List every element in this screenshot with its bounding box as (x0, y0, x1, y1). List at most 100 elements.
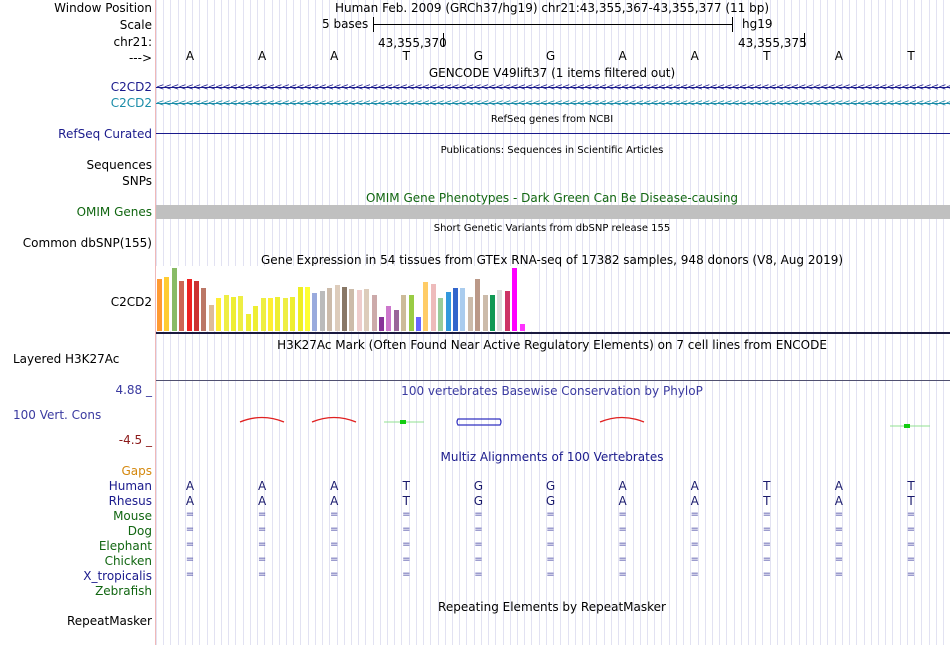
multiz-species-label[interactable]: Zebrafish (95, 584, 152, 598)
gencode-gene-1[interactable]: <<<<<<<<<<<<<<<<<<<<<<<<<<<<<<<<<<<<<<<<… (156, 84, 950, 91)
gtex-tissue-bar[interactable] (327, 288, 333, 331)
gtex-tissue-bar[interactable] (260, 298, 266, 331)
gtex-tissue-bar[interactable] (312, 293, 318, 331)
gencode-gene-label-1[interactable]: C2CD2 (110, 80, 152, 94)
omim-track-title[interactable]: OMIM Gene Phenotypes - Dark Green Can Be… (365, 191, 739, 205)
gtex-tissue-bar[interactable] (430, 284, 436, 331)
multiz-species-label[interactable]: Rhesus (108, 494, 152, 508)
dbsnp-track-title[interactable]: Short Genetic Variants from dbSNP releas… (433, 223, 671, 234)
gtex-tissue-bar[interactable] (371, 295, 377, 331)
gtex-tissue-bar[interactable] (379, 317, 384, 331)
gtex-tissue-bar[interactable] (282, 298, 288, 331)
multiz-species-label[interactable]: X_tropicalis (83, 569, 152, 583)
gtex-tissue-bar[interactable] (216, 298, 222, 331)
gtex-tissue-bar[interactable] (194, 281, 199, 331)
multiz-base: = (762, 554, 771, 565)
refseq-track-label[interactable]: RefSeq Curated (58, 127, 152, 141)
h3k27ac-track-title[interactable]: H3K27Ac Mark (Often Found Near Active Re… (277, 338, 827, 352)
gtex-tissue-bar[interactable] (342, 287, 347, 331)
multiz-base: = (402, 524, 411, 535)
gtex-tissue-bar[interactable] (460, 288, 466, 331)
chrom-label: chr21: (113, 35, 152, 49)
gtex-tissue-bar[interactable] (164, 277, 170, 331)
gridline (610, 0, 612, 645)
gtex-tissue-bar[interactable] (438, 298, 444, 331)
omim-gene-bar[interactable] (156, 205, 950, 219)
coord-label-2: 43,355,375 (738, 36, 807, 50)
refseq-gene-line[interactable] (156, 133, 950, 134)
gtex-tissue-bar[interactable] (231, 297, 236, 331)
multiz-base: = (690, 554, 699, 565)
gtex-tissue-bar[interactable] (364, 289, 370, 331)
gencode-track-title[interactable]: GENCODE V49lift37 (1 items filtered out) (428, 66, 676, 80)
gtex-tissue-bar[interactable] (334, 285, 340, 331)
gtex-tissue-bar[interactable] (201, 288, 207, 331)
gtex-expression-chart[interactable] (156, 266, 536, 331)
phylop-track-title[interactable]: 100 vertebrates Basewise Conservation by… (401, 384, 703, 398)
gtex-tissue-bar[interactable] (179, 281, 185, 331)
gtex-tissue-bar[interactable] (319, 291, 325, 331)
gtex-tissue-bar[interactable] (475, 279, 481, 331)
phylop-track-label[interactable]: 100 Vert. Cons (13, 408, 102, 422)
gridline (625, 0, 627, 645)
multiz-species-label[interactable]: Mouse (113, 509, 152, 523)
gtex-tissue-bar[interactable] (512, 268, 518, 331)
refseq-track-title[interactable]: RefSeq genes from NCBI (490, 114, 614, 125)
gtex-tissue-bar[interactable] (349, 289, 355, 331)
strand-label: ---> (128, 51, 152, 65)
snps-track-label[interactable]: SNPs (122, 174, 152, 188)
multiz-base: = (906, 539, 916, 550)
gtex-tissue-bar[interactable] (467, 297, 473, 331)
gtex-tissue-bar[interactable] (386, 306, 392, 331)
publications-track-title[interactable]: Publications: Sequences in Scientific Ar… (440, 145, 664, 156)
gtex-tissue-bar[interactable] (171, 268, 177, 331)
h3k27ac-track-label[interactable]: Layered H3K27Ac (13, 352, 120, 366)
gtex-tissue-bar[interactable] (453, 288, 458, 331)
gtex-tissue-bar[interactable] (416, 317, 421, 331)
multiz-track-title[interactable]: Multiz Alignments of 100 Vertebrates (440, 450, 664, 464)
gridline (899, 0, 901, 645)
gtex-tissue-bar[interactable] (253, 306, 259, 331)
multiz-species-label[interactable]: Chicken (104, 554, 152, 568)
omim-track-label[interactable]: OMIM Genes (76, 205, 152, 219)
gtex-tissue-bar[interactable] (157, 279, 162, 331)
gtex-tissue-bar[interactable] (393, 310, 399, 331)
base-letter: G (545, 49, 556, 63)
repeatmasker-track-title[interactable]: Repeating Elements by RepeatMasker (438, 600, 666, 614)
gtex-tissue-bar[interactable] (275, 297, 281, 331)
gtex-track-label[interactable]: C2CD2 (110, 295, 152, 309)
multiz-base: = (906, 509, 916, 520)
multiz-species-label[interactable]: Human (108, 479, 152, 493)
gridline (914, 0, 916, 645)
gtex-tissue-bar[interactable] (245, 314, 251, 331)
multiz-base: T (763, 479, 771, 493)
track-image-panel[interactable]: Human Feb. 2009 (GRCh37/hg19) chr21:43,3… (156, 0, 950, 645)
gtex-tissue-bar[interactable] (356, 290, 362, 331)
gtex-tissue-bar[interactable] (408, 295, 414, 331)
gtex-tissue-bar[interactable] (305, 287, 310, 331)
gtex-tissue-bar[interactable] (290, 297, 296, 331)
repeatmasker-track-label[interactable]: RepeatMasker (66, 614, 152, 628)
gtex-tissue-bar[interactable] (519, 324, 525, 331)
gtex-tissue-bar[interactable] (423, 282, 429, 331)
dbsnp-track-label[interactable]: Common dbSNP(155) (22, 236, 152, 250)
gtex-tissue-bar[interactable] (504, 291, 510, 331)
gtex-tissue-bar[interactable] (490, 295, 495, 331)
multiz-species-label[interactable]: Elephant (98, 539, 152, 553)
gtex-tissue-bar[interactable] (482, 295, 488, 331)
gtex-tissue-bar[interactable] (186, 279, 192, 331)
gtex-tissue-bar[interactable] (223, 295, 229, 331)
gtex-track-title[interactable]: Gene Expression in 54 tissues from GTEx … (260, 253, 844, 267)
sequences-track-label[interactable]: Sequences (86, 158, 152, 172)
gtex-tissue-bar[interactable] (238, 296, 244, 331)
gtex-tissue-bar[interactable] (268, 298, 273, 331)
multiz-species-label[interactable]: Dog (127, 524, 152, 538)
gtex-tissue-bar[interactable] (208, 305, 214, 331)
gencode-gene-label-2[interactable]: C2CD2 (110, 96, 152, 110)
multiz-base: = (618, 509, 627, 520)
gtex-tissue-bar[interactable] (401, 295, 407, 331)
gtex-tissue-bar[interactable] (445, 292, 451, 331)
gtex-tissue-bar[interactable] (297, 287, 303, 331)
gencode-gene-2[interactable]: <<<<<<<<<<<<<<<<<<<<<<<<<<<<<<<<<<<<<<<<… (156, 100, 950, 107)
gtex-tissue-bar[interactable] (497, 290, 503, 331)
